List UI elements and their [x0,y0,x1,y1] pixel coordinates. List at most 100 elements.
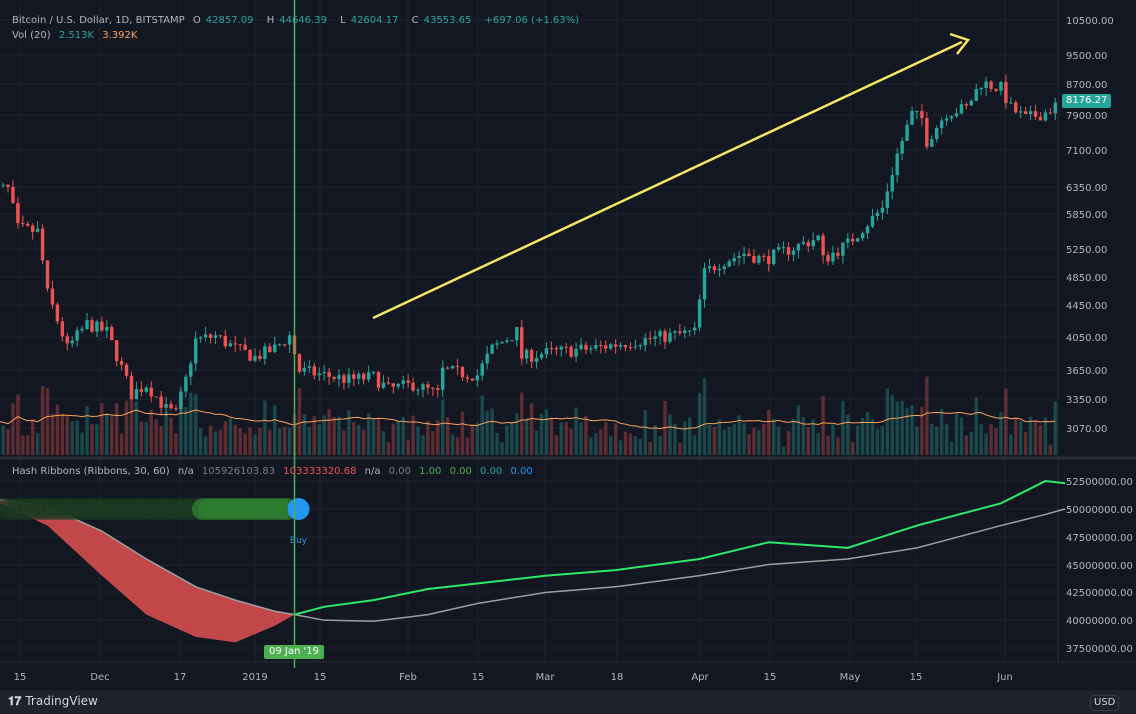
high-label: H [266,15,275,26]
volume-bar [401,417,405,455]
volume-bar [584,415,588,455]
volume-bar [174,432,178,455]
candle-body [816,235,820,241]
candle-body [569,346,573,357]
candle-body [60,321,65,337]
candle-body [426,384,430,388]
volume-bar [352,422,356,455]
volume-bar [801,417,806,455]
candle-body [885,191,890,208]
candle-body [45,260,50,289]
candle-body [767,256,771,265]
volume-bar [332,416,336,455]
price-tick-label: 10500.00 [1066,16,1114,27]
candle-body [95,321,99,332]
volume-bar [436,420,440,455]
volume-bar [594,433,598,455]
volume-bar [732,424,736,455]
indicator-tick-label: 45000000.00 [1066,561,1133,572]
brand-name[interactable]: TradingView [25,694,98,708]
currency-button[interactable]: USD [1090,695,1120,711]
volume-bar [1038,425,1043,455]
time-tick-label: Jun [996,672,1013,683]
volume-bar [1,425,5,455]
indicator-tick-label: 37500000.00 [1066,644,1133,655]
candle-body [920,110,924,119]
volume-bar [515,413,519,455]
candle-body [114,340,119,362]
candle-body [712,266,717,271]
volume-bar [717,419,722,455]
price-tick-label: 6350.00 [1066,183,1107,194]
volume-bar [544,409,549,455]
volume-bar [925,376,929,455]
volume-bar [707,425,712,455]
candle-body [905,124,909,141]
volume-bar [273,405,277,455]
volume-bar [579,422,583,455]
volume-bar [11,403,15,455]
volume-bar [954,412,959,455]
volume-bar [65,415,69,455]
volume-bar [722,429,726,455]
volume-bar [134,401,139,455]
symbol-name: Bitcoin / U.S. Dollar, 1D, BITSTAMP [12,15,185,26]
volume-bar [445,417,450,455]
candle-body [544,348,549,355]
volume-bar [455,437,460,455]
candle-body [307,366,312,368]
buy-signal-dot [287,498,310,520]
volume-bar [110,416,114,455]
candle-body [584,344,588,350]
indicator-name[interactable]: Hash Ribbons (Ribbons, 30, 60) [12,466,170,477]
volume-bar [608,435,613,455]
candle-body [258,355,262,360]
candle-body [198,337,203,339]
chart-canvas[interactable]: 10500.00 9500.00 8700.00 7900.00 7100.00 6350… [0,0,1136,690]
candle-body [110,326,114,341]
volume-bar [638,438,643,455]
volume-bar [683,421,687,455]
candle-body [11,186,15,203]
candle-body [1053,102,1057,114]
candle-body [16,202,20,224]
volume-bar [846,414,850,455]
candle-body [638,345,643,347]
candle-body [278,344,282,346]
candle-body [855,238,860,242]
candle-body [608,344,613,349]
volume-bar [485,410,489,455]
candle-body [984,81,988,89]
tradingview-logo-icon[interactable]: 𝟏𝟕 [8,694,22,708]
volume-bar [16,394,20,455]
candle-body [376,372,381,388]
volume-bar [529,403,534,455]
time-tick-label: Apr [691,672,709,683]
volume-bar [604,422,608,455]
candle-body [806,242,810,247]
volume-bar [564,421,568,455]
volume-bar [100,403,104,455]
close-label: C [411,15,419,26]
candle-body [203,334,208,338]
indicator-value: 0.00 [480,466,503,477]
trend-arrow-head [949,32,971,55]
volume-bar [949,441,954,455]
last-price-tag: 8176.27 [1062,94,1112,108]
candle-body [525,349,529,359]
candle-body [391,383,396,387]
candle-body [515,327,519,341]
volume-bar [154,419,158,455]
candle-body [683,330,687,334]
candle-body [895,153,899,176]
volume-bar [475,422,479,455]
volume-bar [194,394,198,455]
candle-body [747,253,751,257]
volume-bar [282,426,287,455]
volume-bar [648,441,652,455]
volume-bar [500,442,504,455]
indicator-value: 105926103.83 [201,466,276,477]
candle-body [465,377,470,379]
volume-bar [1014,417,1018,455]
candle-body [529,349,534,362]
